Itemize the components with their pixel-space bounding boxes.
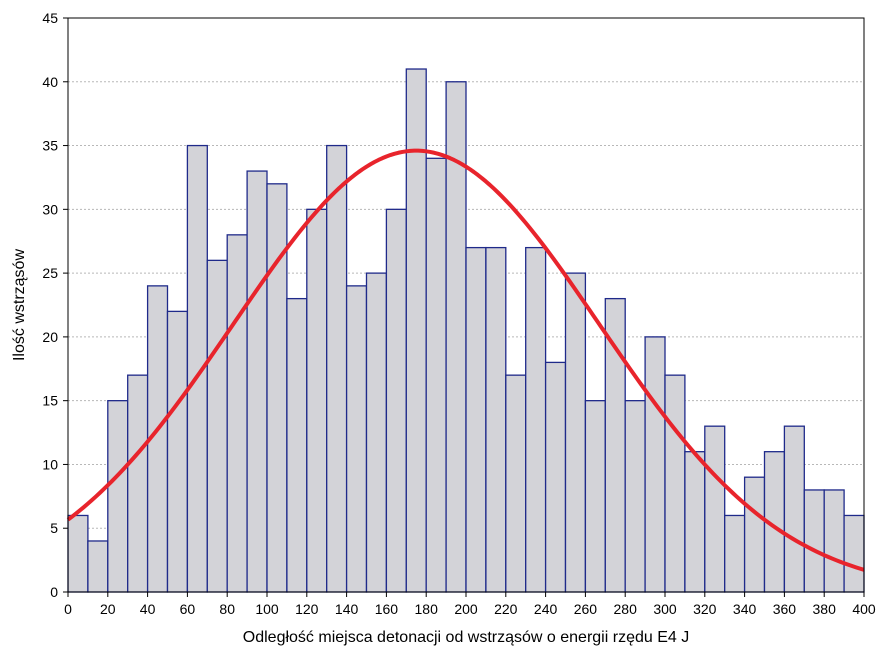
- histogram-bar: [326, 144, 348, 593]
- x-tick-label: 160: [375, 601, 399, 617]
- histogram-bar: [843, 514, 865, 593]
- y-tick-label: 40: [42, 74, 58, 90]
- histogram-bar: [246, 170, 268, 593]
- x-tick-label: 400: [852, 601, 876, 617]
- x-tick-label: 280: [614, 601, 638, 617]
- histogram-bar: [306, 208, 328, 593]
- histogram-bar: [724, 514, 746, 593]
- x-axis-ticks: 0 20 40 60 80 100 120 140 160 180 200 220 240 260 280 3…: [64, 592, 876, 617]
- histogram-bar: [127, 374, 149, 593]
- histogram-bar: [604, 297, 626, 593]
- histogram-bar: [385, 208, 407, 593]
- x-tick-label: 300: [653, 601, 677, 617]
- histogram-bar: [664, 374, 686, 593]
- y-tick-label: 25: [42, 265, 58, 281]
- y-tick-label: 30: [42, 201, 58, 217]
- x-tick-label: 240: [534, 601, 558, 617]
- y-tick-label: 15: [42, 393, 58, 409]
- histogram-bar: [465, 246, 487, 593]
- x-tick-label: 60: [180, 601, 196, 617]
- histogram-bar: [505, 374, 527, 593]
- histogram-bars: [67, 68, 865, 593]
- histogram-bar: [166, 310, 189, 593]
- histogram-bar: [823, 489, 845, 593]
- y-axis-ticks: 0 5 10 15 20 25 30 35 40 45: [42, 10, 68, 600]
- x-tick-label: 20: [100, 601, 116, 617]
- x-tick-label: 320: [693, 601, 717, 617]
- histogram-bar: [485, 246, 507, 593]
- y-tick-label: 10: [42, 456, 58, 472]
- y-tick-label: 45: [42, 10, 58, 26]
- histogram-bar: [644, 336, 666, 593]
- x-tick-label: 140: [335, 601, 359, 617]
- y-tick-label: 20: [42, 329, 58, 345]
- histogram-bar: [266, 183, 288, 593]
- histogram-bar: [425, 157, 447, 593]
- histogram-bar: [743, 476, 766, 593]
- histogram-bar: [684, 451, 706, 593]
- histogram-bar: [624, 400, 646, 593]
- histogram-bar: [345, 285, 368, 593]
- histogram-bar: [206, 259, 228, 593]
- y-tick-label: 35: [42, 138, 58, 154]
- histogram-bar: [544, 361, 567, 593]
- histogram-bar: [405, 68, 427, 593]
- x-axis-label: Odległość miejsca detonacji od wstrząsów…: [243, 629, 689, 646]
- x-tick-label: 260: [574, 601, 598, 617]
- x-tick-label: 80: [219, 601, 235, 617]
- x-tick-label: 40: [140, 601, 156, 617]
- histogram-bar: [803, 489, 825, 593]
- histogram-bar: [107, 400, 129, 593]
- histogram-bar: [525, 246, 547, 593]
- histogram-bar: [286, 297, 308, 593]
- histogram-bar: [365, 272, 388, 593]
- histogram-bar: [564, 272, 587, 593]
- histogram-bar: [226, 234, 248, 593]
- y-tick-label: 5: [50, 520, 58, 536]
- x-tick-label: 100: [255, 601, 279, 617]
- x-tick-label: 0: [64, 601, 72, 617]
- histogram-bar: [87, 540, 109, 593]
- x-tick-label: 180: [415, 601, 439, 617]
- x-tick-label: 220: [494, 601, 518, 617]
- histogram-bar: [704, 425, 726, 593]
- x-tick-label: 360: [773, 601, 797, 617]
- x-tick-label: 380: [813, 601, 837, 617]
- histogram-bar: [584, 400, 606, 593]
- fit-curve: [66, 148, 865, 572]
- y-axis-label: Ilość wstrząsów: [11, 249, 28, 361]
- x-tick-label: 120: [295, 601, 319, 617]
- x-tick-label: 200: [454, 601, 478, 617]
- y-tick-label: 0: [50, 584, 58, 600]
- x-tick-label: 340: [733, 601, 757, 617]
- histogram-bar: [783, 425, 805, 593]
- histogram-bar: [67, 514, 89, 593]
